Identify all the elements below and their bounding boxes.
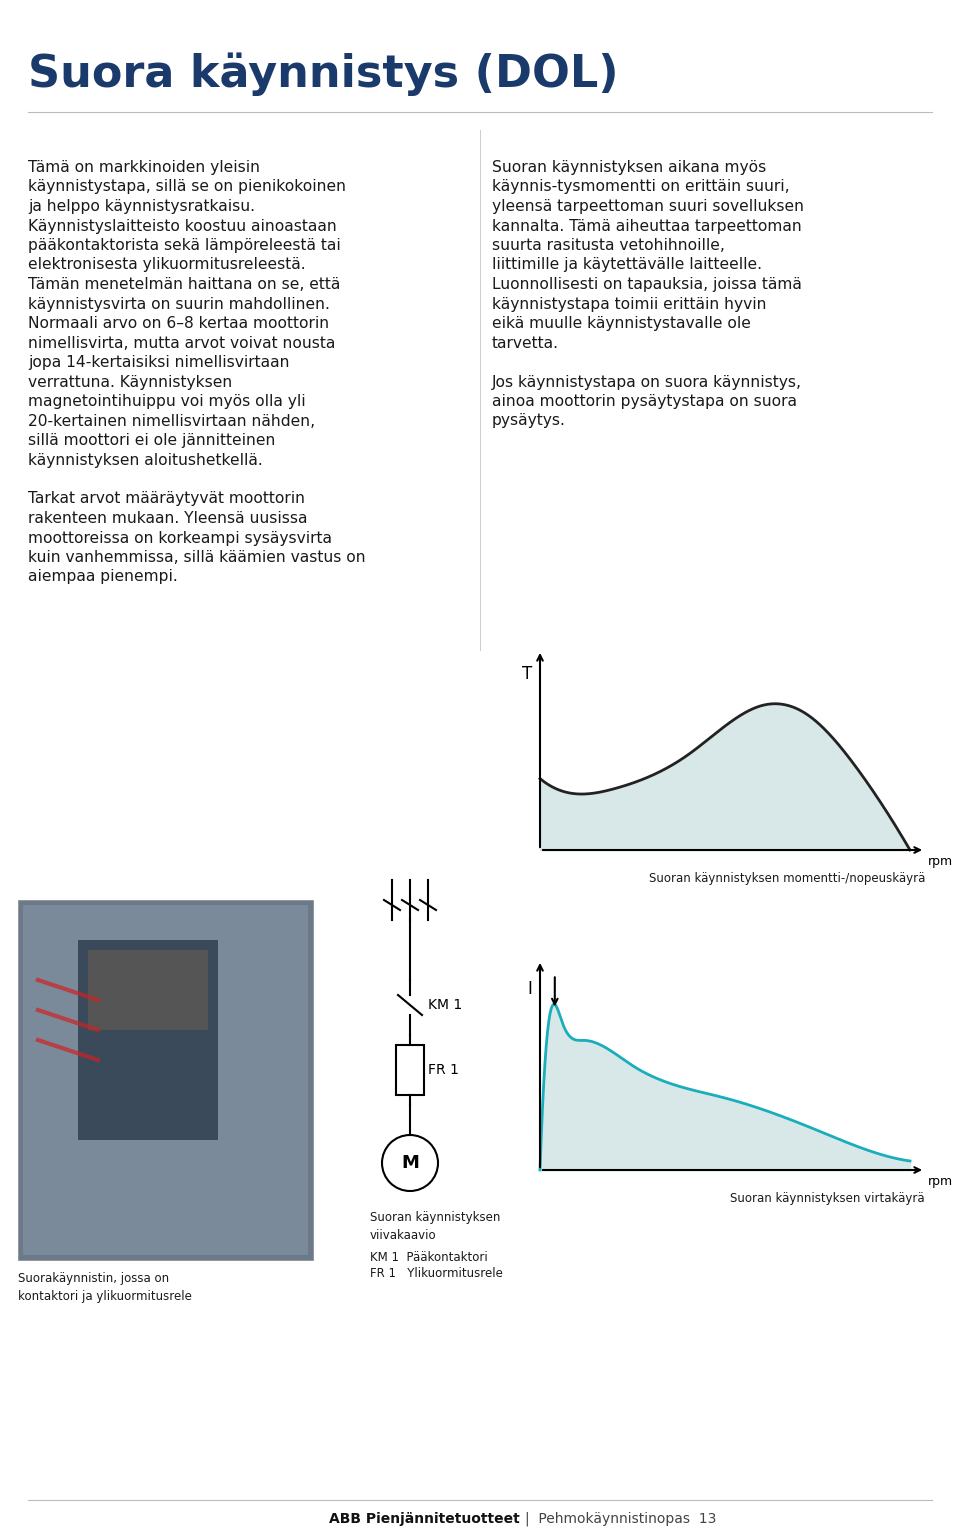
Text: Käynnistyslaitteisto koostuu ainoastaan: Käynnistyslaitteisto koostuu ainoastaan: [28, 219, 337, 234]
Text: KM 1: KM 1: [428, 997, 463, 1013]
Text: Suoran käynnistyksen momentti-/nopeuskäyrä: Suoran käynnistyksen momentti-/nopeuskäy…: [649, 873, 925, 885]
Text: magnetointihuippu voi myös olla yli: magnetointihuippu voi myös olla yli: [28, 394, 305, 409]
FancyBboxPatch shape: [18, 900, 313, 1260]
Text: ainoa moottorin pysäytystapa on suora: ainoa moottorin pysäytystapa on suora: [492, 394, 797, 409]
Text: liittimille ja käytettävälle laitteelle.: liittimille ja käytettävälle laitteelle.: [492, 257, 762, 272]
Text: Jos käynnistystapa on suora käynnistys,: Jos käynnistystapa on suora käynnistys,: [492, 374, 802, 389]
Text: käynnistystapa toimii erittäin hyvin: käynnistystapa toimii erittäin hyvin: [492, 297, 766, 311]
Text: kuin vanhemmissa, sillä käämien vastus on: kuin vanhemmissa, sillä käämien vastus o…: [28, 549, 366, 565]
Text: Luonnollisesti on tapauksia, joissa tämä: Luonnollisesti on tapauksia, joissa tämä: [492, 277, 802, 292]
Bar: [396, 1045, 424, 1096]
Text: tarvetta.: tarvetta.: [492, 336, 559, 351]
Text: I: I: [527, 980, 532, 997]
Text: elektronisesta ylikuormitusreleestä.: elektronisesta ylikuormitusreleestä.: [28, 257, 305, 272]
Text: käynnistysvirta on suurin mahdollinen.: käynnistysvirta on suurin mahdollinen.: [28, 297, 330, 311]
Text: sillä moottori ei ole jännitteinen: sillä moottori ei ole jännitteinen: [28, 432, 276, 448]
Text: rpm: rpm: [928, 856, 953, 868]
Text: yleensä tarpeettoman suuri sovelluksen: yleensä tarpeettoman suuri sovelluksen: [492, 199, 804, 214]
Text: aiempaa pienempi.: aiempaa pienempi.: [28, 569, 178, 585]
Text: moottoreissa on korkeampi sysäysvirta: moottoreissa on korkeampi sysäysvirta: [28, 531, 332, 545]
Text: 20-kertainen nimellisvirtaan nähden,: 20-kertainen nimellisvirtaan nähden,: [28, 414, 315, 428]
Circle shape: [382, 1134, 438, 1191]
Text: Suoran käynnistyksen
viivakaavio: Suoran käynnistyksen viivakaavio: [370, 1211, 500, 1242]
Text: rpm: rpm: [928, 1174, 953, 1188]
Text: käynnistyksen aloitushetkellä.: käynnistyksen aloitushetkellä.: [28, 452, 263, 468]
Text: rakenteen mukaan. Yleensä uusissa: rakenteen mukaan. Yleensä uusissa: [28, 511, 307, 526]
Text: KM 1  Pääkontaktori: KM 1 Pääkontaktori: [370, 1251, 488, 1264]
Text: kannalta. Tämä aiheuttaa tarpeettoman: kannalta. Tämä aiheuttaa tarpeettoman: [492, 219, 802, 234]
Text: FR 1: FR 1: [428, 1063, 459, 1077]
Text: ja helppo käynnistysratkaisu.: ja helppo käynnistysratkaisu.: [28, 199, 255, 214]
FancyBboxPatch shape: [23, 905, 308, 1254]
Text: pääkontaktorista sekä lämpöreleestä tai: pääkontaktorista sekä lämpöreleestä tai: [28, 239, 341, 252]
Text: verrattuna. Käynnistyksen: verrattuna. Käynnistyksen: [28, 374, 232, 389]
Text: FR 1   Ylikuormitusrele: FR 1 Ylikuormitusrele: [370, 1267, 503, 1280]
Text: käynnis­tysmomentti on erittäin suuri,: käynnis­tysmomentti on erittäin suuri,: [492, 180, 790, 194]
Text: käynnistystapa, sillä se on pienikokoinen: käynnistystapa, sillä se on pienikokoine…: [28, 180, 346, 194]
FancyBboxPatch shape: [88, 950, 208, 1030]
Text: M: M: [401, 1154, 419, 1173]
Text: ABB Pienjännitetuotteet: ABB Pienjännitetuotteet: [329, 1511, 520, 1527]
Text: jopa 14-kertaisiksi nimellisvirtaan: jopa 14-kertaisiksi nimellisvirtaan: [28, 356, 290, 369]
Text: Suoran käynnistyksen aikana myös: Suoran käynnistyksen aikana myös: [492, 160, 766, 175]
Text: Tämä on markkinoiden yleisin: Tämä on markkinoiden yleisin: [28, 160, 260, 175]
Text: Suorakäynnistin, jossa on
kontaktori ja ylikuormitusrele: Suorakäynnistin, jossa on kontaktori ja …: [18, 1273, 192, 1304]
Text: Suora käynnistys (DOL): Suora käynnistys (DOL): [28, 52, 618, 95]
Text: Tämän menetelmän haittana on se, että: Tämän menetelmän haittana on se, että: [28, 277, 341, 292]
Text: |  Pehmokäynnistinopas  13: | Pehmokäynnistinopas 13: [525, 1511, 716, 1527]
Text: pysäytys.: pysäytys.: [492, 414, 565, 428]
Text: Tarkat arvot määräytyvät moottorin: Tarkat arvot määräytyvät moottorin: [28, 491, 305, 506]
Text: Normaali arvo on 6–8 kertaa moottorin: Normaali arvo on 6–8 kertaa moottorin: [28, 315, 329, 331]
Text: eikä muulle käynnistystavalle ole: eikä muulle käynnistystavalle ole: [492, 315, 751, 331]
FancyBboxPatch shape: [78, 940, 218, 1140]
Text: T: T: [521, 665, 532, 683]
Text: Suoran käynnistyksen virtakäyrä: Suoran käynnistyksen virtakäyrä: [731, 1193, 925, 1205]
Text: nimellisvirta, mutta arvot voivat nousta: nimellisvirta, mutta arvot voivat nousta: [28, 336, 335, 351]
Text: suurta rasitusta vetohihnoille,: suurta rasitusta vetohihnoille,: [492, 239, 725, 252]
